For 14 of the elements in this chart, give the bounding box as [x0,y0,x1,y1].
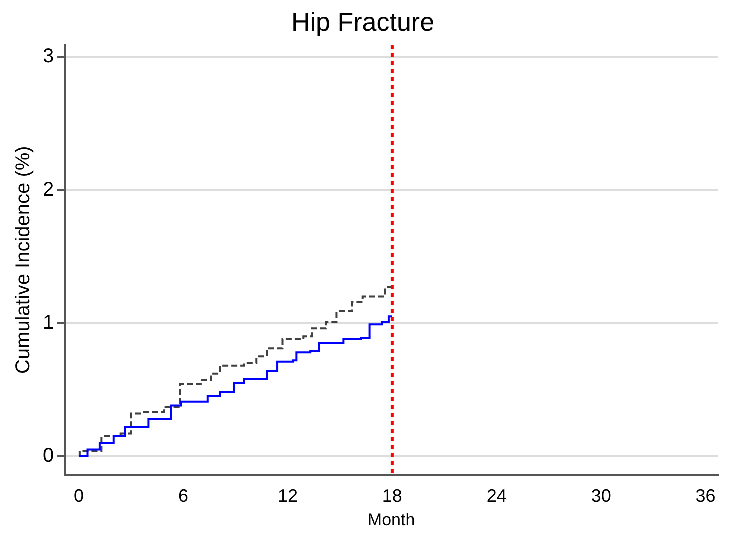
x-tick-label: 12 [278,486,298,506]
x-axis-title: Month [368,510,416,530]
x-tick-label: 6 [178,486,189,506]
chart-title: Hip Fracture [291,6,435,37]
y-tick-label: 3 [43,46,54,68]
y-axis-title: Cumulative Incidence (%) [12,146,35,374]
x-tick-label: 24 [486,486,507,506]
x-tick-label: 0 [74,486,84,506]
y-tick-label: 2 [43,178,54,201]
x-tick-label: 36 [696,486,716,506]
y-tick-label: 0 [43,444,54,467]
x-tick-label: 30 [591,486,612,506]
y-tick-label: 1 [43,312,54,334]
x-tick-label: 18 [382,486,402,506]
